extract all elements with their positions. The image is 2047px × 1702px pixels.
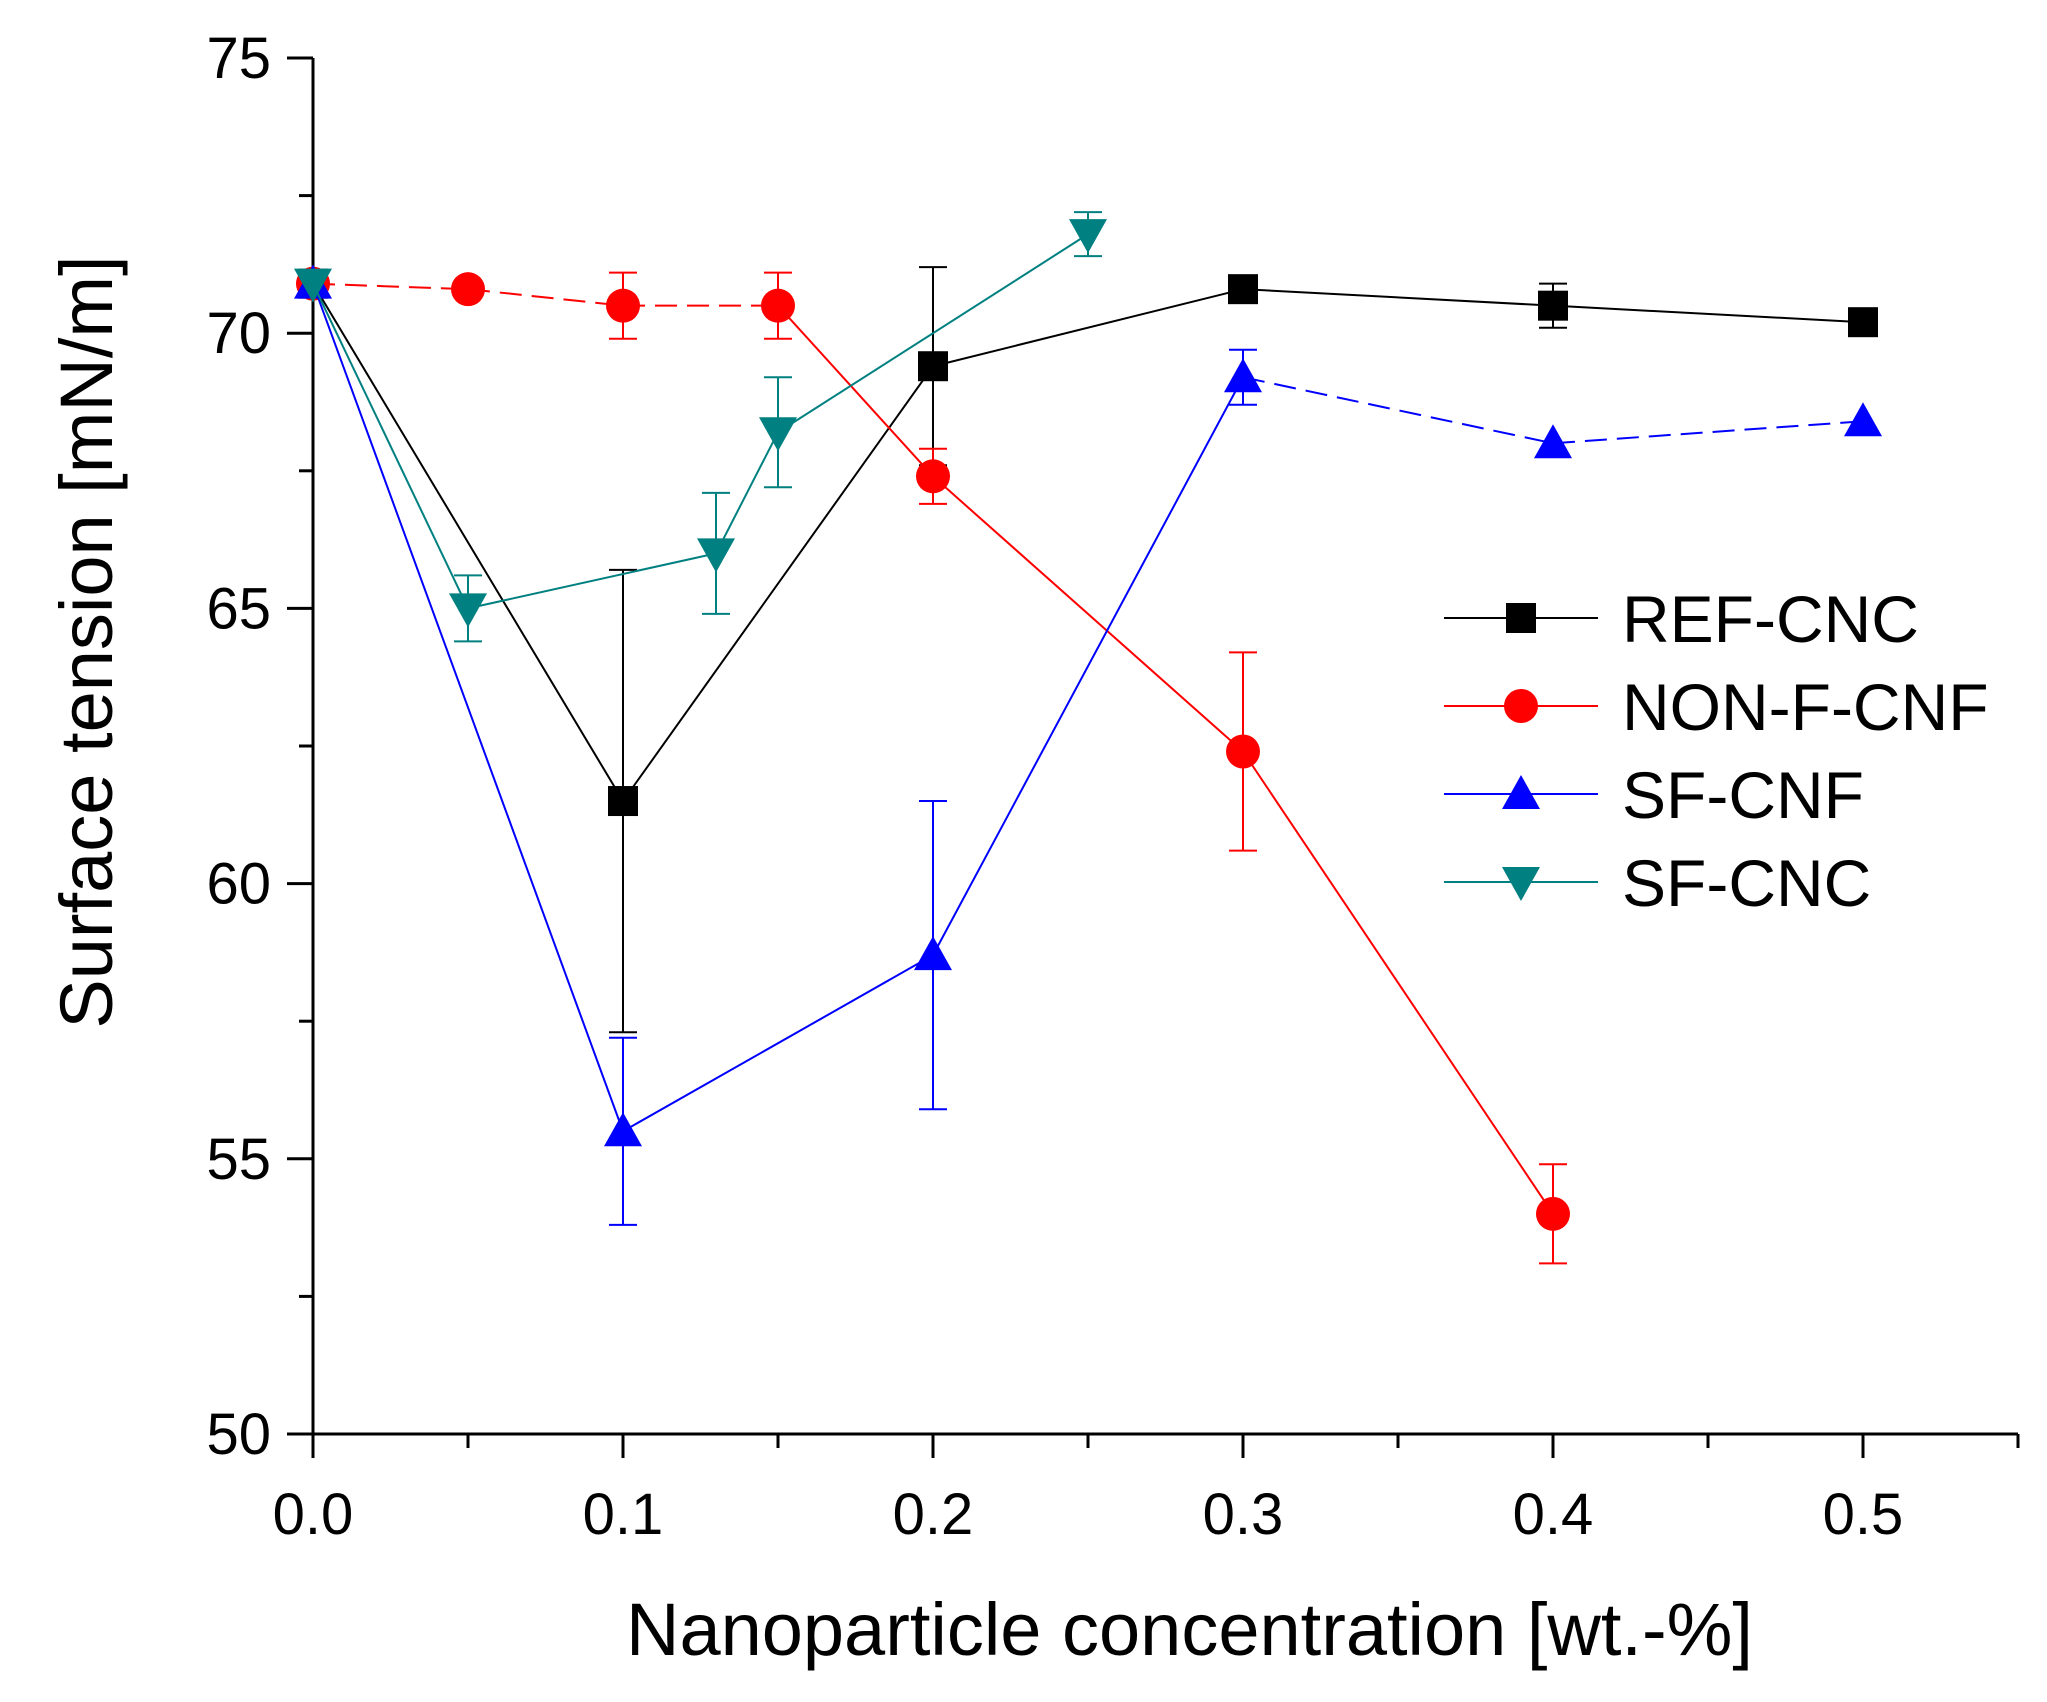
series-line-segment [715,431,779,554]
x-tick-label: 0.1 [583,1482,664,1547]
series-line-segment [1552,304,1864,324]
data-point [294,268,332,303]
legend-label: SF-CNF [1622,758,1864,832]
series-line-segment [467,552,717,610]
data-point [759,417,797,452]
series-layer [294,211,1882,1265]
series-line-segment [1552,420,1864,445]
series-line-segment [312,282,469,291]
y-tick-label: 75 [206,26,271,91]
x-tick-label: 0.2 [893,1482,974,1547]
legend-marker [1506,603,1536,633]
legend-marker [1504,689,1538,723]
series-line-segment [777,305,934,477]
series-line-segment [622,954,934,1133]
legend: REF-CNC NON-F-CNF SF-CNF SF-CNC [1444,582,1989,920]
data-point [1536,1196,1570,1231]
legend-label: NON-F-CNF [1622,670,1989,744]
series-line-segment [1242,750,1554,1215]
data-point [606,288,640,323]
data-point [451,272,485,307]
legend-item-sf-cnc: SF-CNC [1444,846,1871,920]
series-line-segment [312,283,624,1132]
series-line-segment [1242,288,1554,307]
series-line-segment [932,376,1244,956]
y-tick-label: 55 [206,1127,271,1192]
legend-label: REF-CNC [1622,582,1919,656]
legend-item-non-f-cnf: NON-F-CNF [1444,670,1989,744]
series-sf-cnc [294,211,1107,643]
x-axis-title: Nanoparticle concentration [wt.-%] [626,1588,1753,1671]
series-line-segment [312,283,469,609]
series-line-segment [932,475,1244,753]
legend-item-ref-cnc: REF-CNC [1444,582,1919,656]
x-tick-label: 0.5 [1823,1482,1904,1547]
data-point [1228,274,1258,305]
y-tick-label: 60 [206,852,271,917]
data-point [761,288,795,323]
series-line-segment [777,233,1089,434]
axes-layer: 50 55 60 65 70 75 0.0 0.1 0.2 0.3 0.4 0.5 Nanopartic… [45,26,2020,1671]
data-point [608,786,638,817]
series-line-segment [622,365,934,802]
data-point [1844,402,1882,437]
data-point [914,936,952,971]
data-point [449,593,487,628]
legend-item-sf-cnf: SF-CNF [1444,758,1864,832]
data-point [697,538,735,573]
x-tick-label: 0.0 [273,1482,354,1547]
legend-marker [1502,867,1540,901]
series-line-segment [467,288,624,307]
data-point [1538,290,1568,321]
legend-label: SF-CNC [1622,846,1871,920]
y-tick-label: 65 [206,576,271,641]
data-point [1226,734,1260,769]
series-line-segment [1242,376,1554,445]
x-tick-label: 0.3 [1203,1482,1284,1547]
series-line-segment [932,288,1244,368]
legend-marker [1502,775,1540,809]
x-tick-label: 0.4 [1513,1482,1594,1547]
data-point [604,1112,642,1147]
data-point [1848,307,1878,338]
series-line-segment [312,283,624,802]
y-tick-label: 70 [206,301,271,366]
series-sf-cnf [294,264,1882,1226]
y-axis-title: Surface tension [mN/m] [45,255,128,1028]
data-point [1069,219,1107,254]
data-point [918,351,948,382]
y-tick-label: 50 [206,1402,271,1467]
data-point [1534,424,1572,459]
data-point [916,459,950,494]
data-point [1224,358,1262,393]
